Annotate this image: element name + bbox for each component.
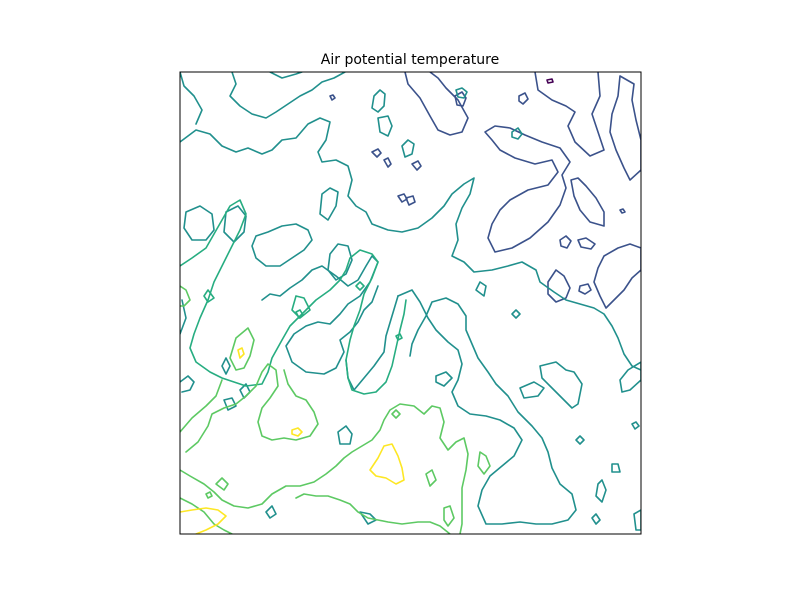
contour-line-level-3 <box>397 289 577 525</box>
contour-line-level-3 <box>401 139 415 158</box>
contour-line-level-3 <box>345 295 399 391</box>
contour-line-level-3 <box>377 115 393 137</box>
contour-line-level-2 <box>619 208 626 214</box>
contour-line-level-2 <box>570 177 605 227</box>
contour-line-level-5 <box>180 403 469 534</box>
contour-line-level-2 <box>371 148 382 158</box>
contour-line-level-4 <box>355 281 365 291</box>
axes-frame <box>179 71 642 535</box>
contour-line-level-4 <box>180 199 407 395</box>
contour-line-level-2 <box>559 235 572 249</box>
contour-line-level-2 <box>518 92 529 105</box>
contour-line-level-3 <box>269 72 303 79</box>
contour-line-level-2 <box>454 91 467 107</box>
contour-line-level-3 <box>180 117 641 371</box>
contour-line-level-2 <box>609 75 641 181</box>
contour-line-level-3 <box>221 357 231 375</box>
contour-line-level-5 <box>391 409 401 419</box>
contour-line-level-3 <box>371 89 386 113</box>
contour-line-level-5 <box>229 327 255 371</box>
contour-line-level-6 <box>369 443 405 485</box>
contour-line-level-3 <box>619 361 641 393</box>
contour-line-level-3 <box>223 205 247 243</box>
contour-line-level-2 <box>577 237 596 250</box>
contour-lines <box>180 72 641 534</box>
chart-title: Air potential temperature <box>321 52 499 68</box>
contour-line-level-4 <box>395 333 403 341</box>
contour-line-level-3 <box>519 381 545 399</box>
contour-line-level-5 <box>443 505 455 527</box>
contour-line-level-6 <box>291 427 303 437</box>
contour-line-level-3 <box>261 255 379 375</box>
contour-line-level-5 <box>425 469 437 487</box>
contour-line-level-5 <box>295 493 451 534</box>
contour-line-level-2 <box>404 72 469 136</box>
plot-area <box>179 71 642 535</box>
contour-line-level-2 <box>383 157 392 168</box>
contour-line-level-2 <box>593 243 641 309</box>
contour-line-level-2 <box>411 160 422 171</box>
contour-line-level-3 <box>475 281 487 297</box>
contour-line-level-3 <box>183 205 215 241</box>
contour-line-level-2 <box>534 72 605 157</box>
contour-line-level-5 <box>185 363 319 453</box>
contour-line-level-4 <box>291 295 311 319</box>
contour-line-level-3 <box>631 421 640 430</box>
contour-line-level-3 <box>511 127 523 140</box>
contour-line-level-3 <box>229 72 346 119</box>
contour-line-level-2 <box>329 94 336 101</box>
contour-line-level-3 <box>435 371 453 387</box>
contour-line-level-3 <box>319 187 339 221</box>
contour-line-level-4 <box>203 289 215 303</box>
contour-line-level-3 <box>633 509 641 531</box>
contour-line-level-3 <box>591 513 601 525</box>
contour-line-level-2 <box>405 195 416 206</box>
contour-line-level-6 <box>237 347 245 359</box>
contour-line-level-5 <box>215 477 229 491</box>
contour-line-level-1 <box>546 78 554 84</box>
contour-line-level-3 <box>611 463 621 473</box>
contour-line-level-3 <box>180 72 203 125</box>
contour-line-level-3 <box>511 309 521 319</box>
contour-line-level-5 <box>477 451 491 475</box>
contour-line-level-2 <box>547 269 571 303</box>
contour-line-level-3 <box>595 479 607 503</box>
contour-line-level-5 <box>180 379 223 433</box>
contour-line-level-3 <box>251 223 313 267</box>
contour-line-level-2 <box>578 283 592 295</box>
contour-line-level-4 <box>295 309 304 319</box>
contour-line-level-3 <box>539 361 583 409</box>
contour-line-level-3 <box>575 435 585 445</box>
contour-line-level-6 <box>180 507 227 534</box>
contour-line-level-3 <box>337 425 353 445</box>
contour-line-level-5 <box>205 491 213 499</box>
contour-line-level-5 <box>180 497 233 534</box>
contour-line-level-5 <box>180 285 191 307</box>
contour-line-level-3 <box>455 87 468 99</box>
contour-line-level-3 <box>265 505 277 519</box>
contour-line-level-3 <box>180 375 195 393</box>
contour-line-level-2 <box>484 125 571 253</box>
